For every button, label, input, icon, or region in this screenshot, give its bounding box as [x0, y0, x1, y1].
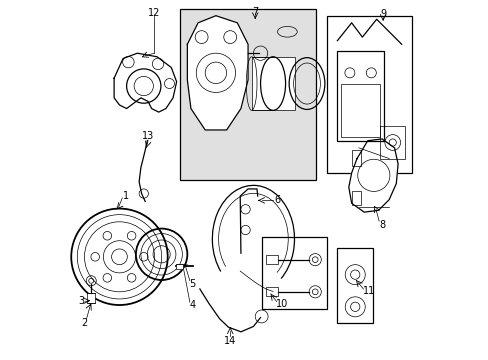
Bar: [337, 51, 383, 141]
Bar: [176, 264, 183, 269]
Text: 9: 9: [379, 9, 386, 19]
Text: 1: 1: [122, 191, 129, 201]
Bar: [262, 237, 326, 309]
Bar: [87, 293, 95, 303]
Bar: [351, 191, 360, 205]
Text: 7: 7: [252, 7, 258, 17]
Bar: [340, 84, 380, 137]
Bar: [251, 57, 294, 111]
Text: 8: 8: [378, 220, 385, 230]
Text: 13: 13: [142, 131, 154, 141]
Text: 12: 12: [148, 8, 161, 18]
Text: 4: 4: [189, 300, 195, 310]
Bar: [351, 150, 360, 166]
Text: 14: 14: [224, 336, 236, 346]
Polygon shape: [114, 53, 176, 112]
Bar: [265, 287, 278, 296]
Text: 2: 2: [81, 318, 87, 328]
Text: 5: 5: [189, 279, 195, 289]
Bar: [380, 126, 405, 158]
Text: 10: 10: [275, 299, 287, 309]
Bar: [180, 9, 315, 180]
Polygon shape: [187, 16, 247, 130]
Text: 11: 11: [362, 287, 374, 296]
Polygon shape: [348, 139, 397, 212]
Bar: [326, 16, 411, 173]
Text: 6: 6: [274, 195, 280, 205]
Text: 3: 3: [78, 296, 84, 306]
Bar: [337, 248, 372, 323]
Bar: [265, 255, 278, 264]
